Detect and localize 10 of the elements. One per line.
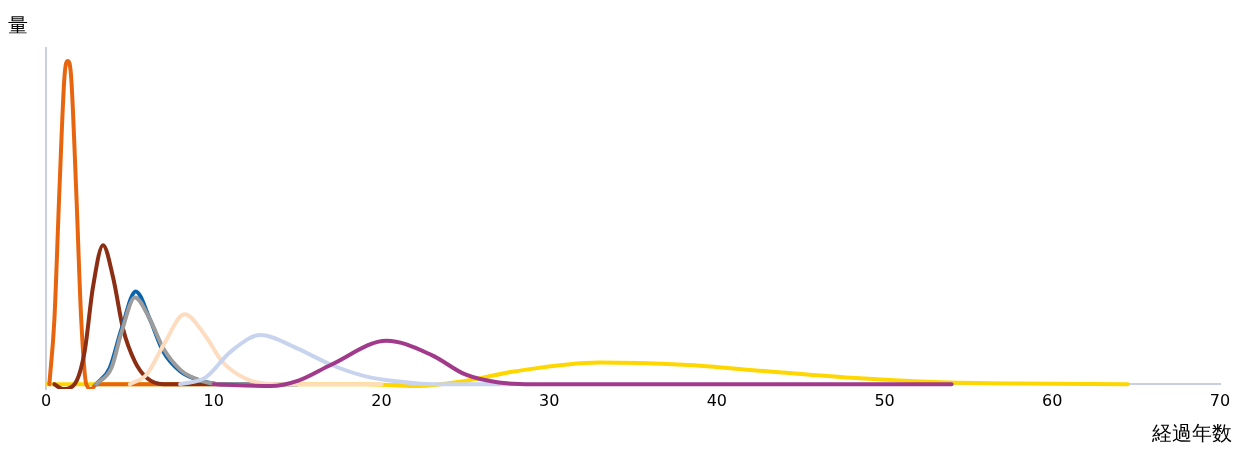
x-tick-label: 60 — [1042, 390, 1063, 410]
x-tick-label: 30 — [538, 390, 560, 410]
x-tick-label: 70 — [1209, 390, 1231, 410]
x-tick-label: 0 — [40, 390, 52, 410]
y-axis-title: 量 — [8, 12, 28, 39]
x-tick-label: 40 — [706, 390, 728, 410]
x-axis-title: 経過年数 — [1152, 420, 1232, 447]
x-tick-label: 10 — [203, 390, 224, 410]
x-tick-label: 20 — [371, 390, 392, 410]
x-tick-label: 50 — [874, 390, 895, 410]
